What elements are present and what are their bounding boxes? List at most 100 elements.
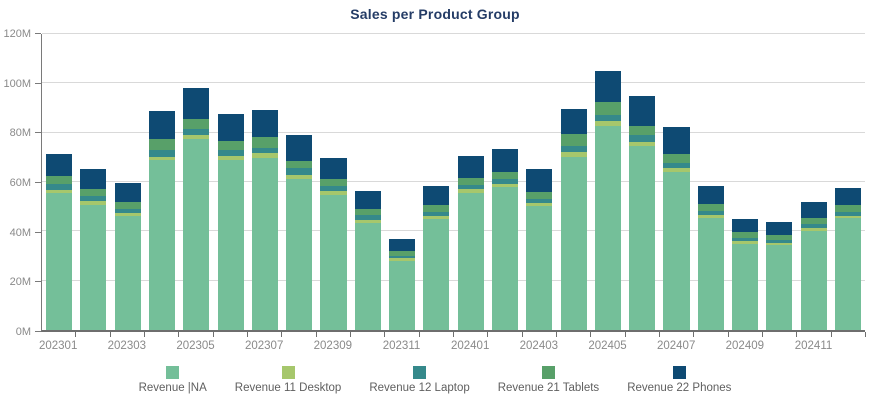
bar-segment[interactable] — [457, 177, 484, 186]
bar-segment[interactable] — [354, 222, 381, 330]
bar-segment[interactable] — [560, 108, 587, 135]
bar-segment[interactable] — [46, 153, 73, 176]
legend-item[interactable]: Revenue 12 Laptop — [369, 366, 470, 394]
bar-segment[interactable] — [80, 168, 107, 190]
bar-segment[interactable] — [560, 146, 587, 152]
bar-segment[interactable] — [629, 95, 656, 126]
bar-segment[interactable] — [766, 242, 793, 246]
bar-segment[interactable] — [491, 171, 519, 180]
bar-segment[interactable] — [629, 146, 656, 330]
bar-segment[interactable] — [423, 204, 450, 212]
bar-segment[interactable] — [217, 141, 244, 150]
bar-segment[interactable] — [320, 186, 347, 192]
bar-segment[interactable] — [354, 214, 381, 220]
bar-segment[interactable] — [834, 218, 861, 330]
legend-item[interactable]: Revenue |NA — [139, 366, 207, 394]
bar-segment[interactable] — [629, 135, 656, 143]
bar-202312[interactable] — [423, 34, 450, 330]
bar-segment[interactable] — [320, 179, 347, 187]
bar-202407[interactable] — [663, 34, 690, 330]
bar-segment[interactable] — [526, 199, 553, 203]
bar-segment[interactable] — [286, 175, 313, 179]
bar-202304[interactable] — [149, 34, 176, 330]
bar-segment[interactable] — [663, 153, 690, 164]
bar-segment[interactable] — [800, 201, 827, 219]
bar-202402[interactable] — [491, 34, 519, 330]
bar-segment[interactable] — [149, 156, 176, 161]
bar-segment[interactable] — [149, 149, 176, 157]
bar-segment[interactable] — [766, 234, 793, 240]
bar-segment[interactable] — [251, 153, 278, 158]
bar-segment[interactable] — [663, 172, 690, 330]
bar-segment[interactable] — [663, 127, 690, 154]
bar-segment[interactable] — [423, 186, 450, 205]
bar-segment[interactable] — [526, 202, 553, 207]
bar-segment[interactable] — [183, 128, 210, 136]
bar-segment[interactable] — [526, 206, 553, 330]
bar-segment[interactable] — [732, 238, 759, 242]
bar-202404[interactable] — [560, 34, 587, 330]
bar-segment[interactable] — [697, 186, 724, 204]
bar-segment[interactable] — [320, 158, 347, 180]
bar-segment[interactable] — [491, 179, 519, 185]
bar-segment[interactable] — [320, 195, 347, 330]
bar-202301[interactable] — [46, 34, 73, 330]
bar-segment[interactable] — [766, 239, 793, 243]
bar-segment[interactable] — [114, 208, 141, 214]
bar-202409[interactable] — [732, 34, 759, 330]
legend-item[interactable]: Revenue 22 Phones — [627, 366, 731, 394]
bar-segment[interactable] — [663, 163, 690, 169]
bar-segment[interactable] — [217, 113, 244, 142]
bar-segment[interactable] — [800, 231, 827, 330]
bar-segment[interactable] — [732, 243, 759, 330]
bar-202412[interactable] — [834, 34, 861, 330]
bar-segment[interactable] — [389, 238, 416, 252]
bar-segment[interactable] — [697, 203, 724, 211]
bar-segment[interactable] — [629, 142, 656, 146]
bar-segment[interactable] — [457, 156, 484, 178]
bar-segment[interactable] — [114, 213, 141, 217]
bar-segment[interactable] — [251, 136, 278, 148]
bar-segment[interactable] — [149, 160, 176, 330]
bar-segment[interactable] — [80, 204, 107, 330]
bar-202307[interactable] — [251, 34, 278, 330]
bar-segment[interactable] — [766, 245, 793, 330]
bar-segment[interactable] — [251, 109, 278, 137]
bar-segment[interactable] — [389, 261, 416, 330]
bar-202303[interactable] — [114, 34, 141, 330]
bar-segment[interactable] — [80, 189, 107, 197]
bar-segment[interactable] — [629, 125, 656, 136]
bar-segment[interactable] — [114, 216, 141, 330]
bar-segment[interactable] — [354, 208, 381, 215]
bar-202311[interactable] — [389, 34, 416, 330]
bar-segment[interactable] — [560, 151, 587, 157]
bar-segment[interactable] — [354, 190, 381, 209]
bar-segment[interactable] — [320, 191, 347, 196]
bar-segment[interactable] — [46, 175, 73, 184]
bar-segment[interactable] — [457, 185, 484, 190]
bar-segment[interactable] — [834, 204, 861, 212]
bar-segment[interactable] — [560, 134, 587, 147]
bar-segment[interactable] — [183, 118, 210, 129]
bar-segment[interactable] — [389, 258, 416, 262]
bar-segment[interactable] — [594, 71, 621, 103]
bar-segment[interactable] — [149, 139, 176, 150]
bar-202302[interactable] — [80, 34, 107, 330]
bar-202411[interactable] — [800, 34, 827, 330]
bar-segment[interactable] — [491, 184, 519, 188]
bar-segment[interactable] — [46, 193, 73, 330]
bar-segment[interactable] — [766, 222, 793, 235]
bar-202406[interactable] — [629, 34, 656, 330]
bar-segment[interactable] — [560, 156, 587, 330]
bar-segment[interactable] — [800, 223, 827, 229]
bar-segment[interactable] — [800, 228, 827, 232]
bar-segment[interactable] — [80, 196, 107, 202]
bar-segment[interactable] — [732, 232, 759, 238]
bar-segment[interactable] — [389, 255, 416, 259]
bar-202310[interactable] — [354, 34, 381, 330]
bar-segment[interactable] — [423, 218, 450, 330]
bar-segment[interactable] — [286, 178, 313, 330]
bar-segment[interactable] — [423, 215, 450, 219]
bar-segment[interactable] — [80, 201, 107, 205]
bar-segment[interactable] — [114, 182, 141, 203]
